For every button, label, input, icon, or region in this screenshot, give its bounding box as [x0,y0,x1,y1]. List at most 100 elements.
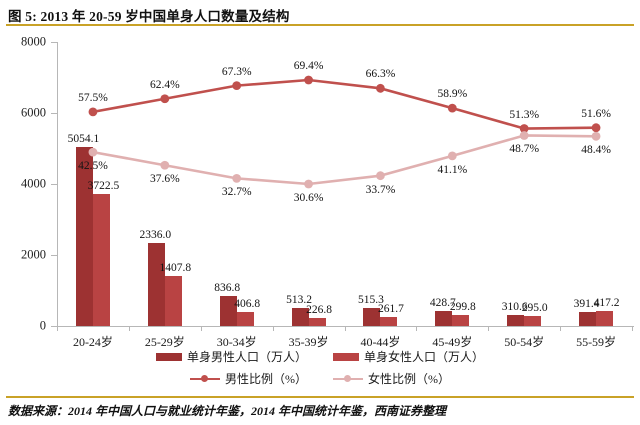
bar-value-label-male: 310.6 [501,300,528,313]
x-axis-category-label: 40-44岁 [360,335,401,349]
y-axis-tick [51,42,57,43]
bar-value-label-female: 3722.5 [87,179,120,192]
x-axis-tick [57,326,58,331]
bar-value-label-female: 261.7 [378,302,404,315]
male-ratio-label: 58.9% [437,88,468,101]
bar-female-rect [596,311,614,326]
y-axis-tick-label: 4000 [21,176,46,191]
bar-value-label-female: 226.8 [306,303,332,316]
bar-value-label-female: 299.8 [449,301,476,314]
legend-line-swatch-icon [190,374,220,384]
male-ratio-label: 57.5% [78,91,108,104]
female-ratio-point [591,131,601,141]
male-ratio-label: 66.3% [365,68,396,81]
legend-item-3[interactable]: 女性比例（%） [333,370,450,387]
y-axis-tick-label: 6000 [21,105,46,120]
page-title: 图 5: 2013 年 20-59 岁中国单身人口数量及结构 [8,9,290,24]
bar-value-label-male: 5054.1 [67,132,100,145]
female-ratio-label: 42.5% [78,160,108,173]
y-axis-tick-label: 0 [39,318,46,333]
female-ratio-point [232,173,242,183]
legend-row-lines: 男性比例（%） 女性比例（%） [0,370,640,387]
y-axis-tick-label: 2000 [21,247,46,262]
x-axis-tick [488,326,490,331]
legend-item-label: 男性比例（%） [225,372,307,386]
y-axis-tick [51,255,57,256]
bar-male-rect [363,307,381,326]
legend-bar-swatch-icon [333,352,359,361]
male-ratio-label: 51.6% [581,107,611,120]
y-axis-tick [51,113,57,114]
bar-female-rect [452,315,470,326]
x-axis-category-label: 45-49岁 [432,335,473,349]
male-ratio-point [304,75,313,85]
legend-item-2[interactable]: 男性比例（%） [190,370,307,387]
y-axis-tick-label: 8000 [21,34,46,49]
female-ratio-point [88,147,98,157]
male-ratio-point [447,103,457,113]
x-axis-tick [200,326,202,331]
female-ratio-point [304,179,313,189]
lines-layer [88,75,601,189]
female-ratio-label: 32.7% [221,186,252,199]
bar-male-rect [507,314,525,326]
female-ratio-point [376,171,385,181]
bar-value-label-male: 391.4 [573,298,600,311]
bar-female-rect [236,311,254,326]
male-ratio-point [232,81,242,91]
legend-line-swatch-icon [333,374,363,384]
bar-value-label-male: 836.8 [214,282,241,295]
x-axis-category-label: 30-34岁 [216,335,257,349]
female-ratio-label: 48.7% [509,143,540,156]
female-ratio-line [91,134,598,186]
bar-value-label-male: 515.3 [358,293,384,306]
bar-value-label-female: 1407.8 [159,262,192,275]
female-ratio-point [160,160,170,170]
female-ratio-label: 48.4% [581,144,611,157]
bar-value-label-female: 295.0 [521,301,548,314]
female-ratio-label: 33.7% [365,183,396,196]
legend-bar-swatch-icon [155,352,182,361]
bar-value-label-male: 513.2 [286,293,312,306]
y-axis-tick [51,184,57,185]
bar-male-rect [75,146,93,326]
footer-divider [6,396,634,398]
x-axis-tick [416,326,418,331]
legend-item-1[interactable]: 单身女性人口（万人） [333,348,484,365]
male-ratio-point [519,124,529,133]
x-axis-tick [344,326,346,331]
source-note: 数据来源：2014 年中国人口与就业统计年鉴，2014 年中国统计年鉴，西南证券… [8,404,447,418]
bar-male-rect [291,307,309,326]
female-ratio-point [447,151,457,161]
male-ratio-line [91,78,598,130]
x-axis-category-label: 35-39岁 [288,335,329,349]
male-ratio-point [88,107,98,117]
bar-female-rect [164,276,182,326]
male-ratio-point [376,83,385,93]
legend-item-0[interactable]: 单身男性人口（万人） [155,348,307,365]
x-axis-category-label: 25-29岁 [144,335,185,349]
male-ratio-point [591,123,601,133]
chart-legend: 单身男性人口（万人） 单身女性人口（万人） 男性比例（%） 女性比例（%） [0,348,640,392]
x-axis-category-label: 50-54岁 [504,335,545,349]
y-axis-line [57,42,58,327]
male-ratio-label: 51.3% [509,108,540,121]
x-axis-tick [560,326,562,331]
legend-item-label: 单身男性人口（万人） [186,350,307,364]
x-axis-line [57,326,634,327]
female-ratio-label: 30.6% [293,191,324,204]
title-divider [6,24,634,26]
bar-value-label-female: 417.2 [593,297,620,310]
bar-male-rect [219,296,237,326]
bar-male-rect [147,243,165,326]
bar-female-rect [524,315,542,326]
bar-value-label-male: 428.7 [429,296,456,309]
female-ratio-label: 37.6% [149,173,180,186]
legend-row-bars: 单身男性人口（万人） 单身女性人口（万人） [0,348,640,365]
x-axis-tick [632,326,633,331]
male-ratio-point [160,94,170,104]
male-ratio-label: 62.4% [149,78,180,91]
male-ratio-label: 67.3% [221,65,252,78]
bar-female-rect [308,317,326,326]
male-ratio-label: 69.4% [293,60,324,72]
